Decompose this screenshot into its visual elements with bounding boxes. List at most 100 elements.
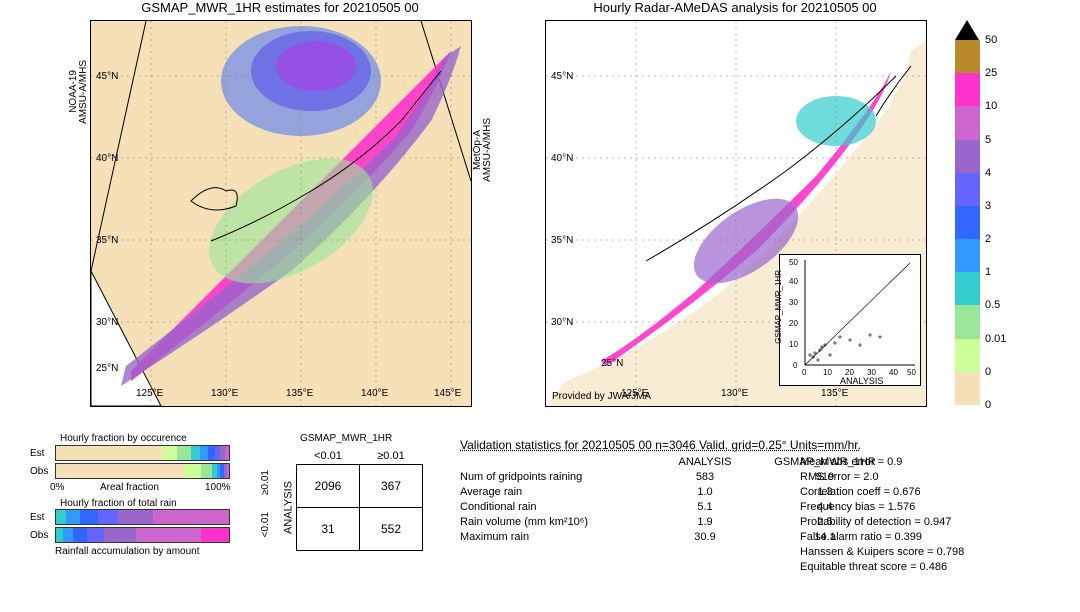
left-map: 45°N 40°N 35°N 30°N 25°N 125°E 130°E 135°E 140°… (90, 20, 472, 407)
scatter-xlabel: ANALYSIS (840, 376, 883, 385)
axis-100: 100% (205, 482, 231, 493)
cbar-tick: 25 (985, 67, 997, 79)
svg-text:20: 20 (789, 319, 798, 328)
validation-title: Validation statistics for 20210505 00 n=… (460, 438, 861, 452)
metric-label: Mean abs error = (800, 456, 887, 468)
cbar-tick: 3 (985, 200, 991, 212)
axis-name: Areal fraction (100, 482, 159, 493)
metric-label: Hanssen & Kuipers score = (800, 546, 937, 558)
svg-text:30°N: 30°N (96, 317, 118, 328)
stat-val-a: 583 (670, 471, 740, 483)
col-analysis: ANALYSIS (670, 456, 740, 468)
svg-text:50: 50 (907, 368, 916, 377)
obs-label-2: Obs (30, 530, 48, 541)
metric-label: Correlation coeff = (800, 486, 893, 498)
svg-text:50: 50 (789, 258, 798, 267)
stat-label: Average rain (460, 486, 640, 498)
svg-text:40°N: 40°N (96, 153, 118, 164)
cbar-tick: 50 (985, 34, 997, 46)
svg-text:30°N: 30°N (551, 317, 573, 328)
frac-bar-est-2 (55, 509, 230, 525)
metric-label: Probability of detection = (800, 516, 924, 528)
stat-label: Conditional rain (460, 501, 640, 513)
svg-text:40: 40 (789, 277, 798, 286)
metric-val: 2.0 (863, 471, 878, 483)
svg-text:45°N: 45°N (96, 71, 118, 82)
obs-label-1: Obs (30, 466, 48, 477)
svg-text:135°E: 135°E (821, 388, 849, 399)
cell-11: 552 (360, 508, 423, 551)
cell-01: 367 (360, 465, 423, 508)
frac-bar-obs-1 (55, 463, 230, 479)
left-side-inst1: AMSU-A/MHS (78, 60, 89, 124)
svg-text:35°N: 35°N (96, 235, 118, 246)
svg-text:10: 10 (789, 340, 798, 349)
metric-val: 0.9 (887, 456, 902, 468)
cbar-tick: 4 (985, 167, 991, 179)
cell-10: 31 (297, 508, 360, 551)
metric-val: 0.399 (894, 531, 922, 543)
right-map: 45°N40°N35°N30°N25°N 125°E130°E135°E Pro… (545, 20, 927, 407)
svg-text:135°E: 135°E (286, 388, 314, 399)
scatter-ylabel: GSMAP_MWR_1HR (774, 270, 783, 344)
frac-bar-est-1 (55, 445, 230, 461)
svg-text:145°E: 145°E (434, 388, 462, 399)
svg-text:0: 0 (802, 368, 807, 377)
metric-val: 0.947 (924, 516, 952, 528)
fracbar-title1: Hourly fraction by occurence (60, 433, 187, 444)
metric-val: 0.798 (937, 546, 965, 558)
svg-text:10: 10 (823, 368, 832, 377)
stat-val-a: 30.9 (670, 531, 740, 543)
metric-val: 0.486 (920, 561, 948, 573)
stat-label: Num of gridpoints raining (460, 471, 640, 483)
cbar-tick: 0.01 (985, 333, 1006, 345)
svg-text:40°N: 40°N (551, 153, 573, 164)
col-ge: ≥0.01 (360, 448, 423, 465)
provider-text: Provided by JWA/JMA (552, 391, 651, 402)
svg-text:35°N: 35°N (551, 235, 573, 246)
metric-label: RMS error = (800, 471, 863, 483)
colorbar-arrow-icon (955, 20, 979, 40)
svg-text:30: 30 (789, 298, 798, 307)
cbar-tick: 5 (985, 134, 991, 146)
metric-label: Frequency bias = (800, 501, 888, 513)
right-map-title: Hourly Radar-AMeDAS analysis for 2021050… (545, 0, 925, 15)
stat-val-a: 5.1 (670, 501, 740, 513)
cbar-tick: 1 (985, 266, 991, 278)
metric-label: False alarm ratio = (800, 531, 894, 543)
svg-text:130°E: 130°E (721, 388, 749, 399)
metric-label: Equitable threat score = (800, 561, 920, 573)
stat-val-a: 1.0 (670, 486, 740, 498)
fracbar-title2: Hourly fraction of total rain (60, 498, 177, 509)
axis-0: 0% (50, 482, 64, 493)
svg-text:140°E: 140°E (361, 388, 389, 399)
stat-label: Maximum rain (460, 531, 640, 543)
fracbar-caption3: Rainfall accumulation by amount (55, 546, 200, 557)
left-map-title: GSMAP_MWR_1HR estimates for 20210505 00 (90, 0, 470, 15)
metric-val: 1.576 (888, 501, 916, 513)
cbar-tick: 10 (985, 100, 997, 112)
est-label-1: Est (30, 448, 44, 459)
left-side-inst2: AMSU-A/MHS (482, 118, 493, 182)
cbar-tick: 0.5 (985, 299, 1000, 311)
svg-text:130°E: 130°E (211, 388, 239, 399)
row-lt: <0.01 (260, 512, 271, 537)
validation-metrics: Mean abs error = 0.9 RMS error = 2.0 Corre… (800, 456, 964, 576)
est-label-2: Est (30, 512, 44, 523)
svg-text:0: 0 (793, 361, 798, 370)
svg-text:25°N: 25°N (96, 363, 118, 374)
frac-bar-obs-2 (55, 527, 230, 543)
contingency-title: GSMAP_MWR_1HR (300, 433, 392, 444)
stat-label: Rain volume (mm km²10⁶) (460, 516, 640, 528)
svg-text:45°N: 45°N (551, 71, 573, 82)
row-ge: ≥0.01 (260, 470, 271, 495)
contingency-table: <0.01≥0.01 ANALYSIS 2096 367 31 552 (280, 448, 423, 551)
cbar-tick: 2 (985, 233, 991, 245)
row-title: ANALYSIS (283, 481, 295, 534)
svg-text:125°E: 125°E (136, 388, 164, 399)
svg-text:25°N: 25°N (601, 358, 623, 369)
stat-val-a: 1.9 (670, 516, 740, 528)
colorbar: 502510543210.50.0100 (955, 20, 980, 405)
svg-text:40: 40 (889, 368, 898, 377)
metric-val: 0.676 (893, 486, 921, 498)
